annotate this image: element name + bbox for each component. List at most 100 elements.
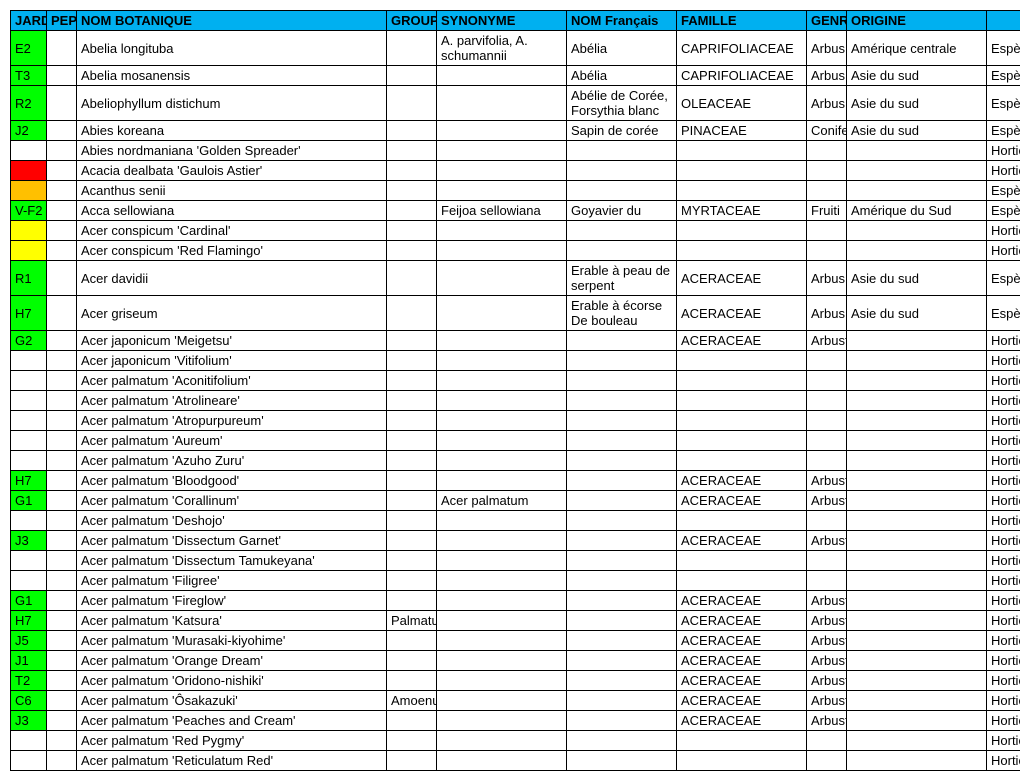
table-cell bbox=[807, 751, 847, 771]
table-cell bbox=[47, 331, 77, 351]
table-cell bbox=[47, 411, 77, 431]
table-cell: Espèce bbox=[987, 261, 1020, 296]
table-cell: Espèce bbox=[987, 121, 1020, 141]
table-cell bbox=[807, 451, 847, 471]
table-cell: Abeliophyllum distichum bbox=[77, 86, 387, 121]
table-cell bbox=[47, 511, 77, 531]
table-cell: OLEACEAE bbox=[677, 86, 807, 121]
table-cell: Horticole bbox=[987, 591, 1020, 611]
table-cell bbox=[11, 141, 47, 161]
table-cell bbox=[677, 391, 807, 411]
table-cell bbox=[437, 241, 567, 261]
table-cell: Horticole bbox=[987, 241, 1020, 261]
table-cell: Horticole bbox=[987, 371, 1020, 391]
table-cell bbox=[437, 551, 567, 571]
table-cell bbox=[567, 221, 677, 241]
table-row: C6Acer palmatum 'Ôsakazuki'Amoenum Group… bbox=[11, 691, 1020, 711]
table-cell bbox=[567, 471, 677, 491]
table-cell: Arbuste bbox=[807, 631, 847, 651]
table-cell bbox=[567, 241, 677, 261]
table-cell: Arbus bbox=[807, 261, 847, 296]
table-cell: Arbuste bbox=[807, 671, 847, 691]
table-cell: Acer palmatum 'Orange Dream' bbox=[77, 651, 387, 671]
table-cell bbox=[807, 731, 847, 751]
table-cell bbox=[11, 241, 47, 261]
table-cell bbox=[437, 141, 567, 161]
table-cell bbox=[847, 241, 987, 261]
table-cell bbox=[437, 531, 567, 551]
table-cell bbox=[387, 471, 437, 491]
table-cell: J1 bbox=[11, 651, 47, 671]
table-cell bbox=[677, 731, 807, 751]
table-cell: G1 bbox=[11, 491, 47, 511]
table-cell bbox=[437, 161, 567, 181]
table-cell bbox=[47, 221, 77, 241]
table-cell: G1 bbox=[11, 591, 47, 611]
table-cell bbox=[387, 296, 437, 331]
table-cell bbox=[387, 751, 437, 771]
table-cell bbox=[437, 451, 567, 471]
table-cell: Acer palmatum 'Corallinum' bbox=[77, 491, 387, 511]
table-cell bbox=[437, 181, 567, 201]
table-cell bbox=[11, 221, 47, 241]
table-cell: Horticole bbox=[987, 611, 1020, 631]
table-cell bbox=[47, 296, 77, 331]
table-row: Abies nordmaniana 'Golden Spreader' Horti… bbox=[11, 141, 1020, 161]
table-row: G2Acer japonicum 'Meigetsu'ACERACEAEArbu… bbox=[11, 331, 1020, 351]
table-cell bbox=[567, 451, 677, 471]
table-cell bbox=[677, 241, 807, 261]
table-cell bbox=[847, 491, 987, 511]
table-cell bbox=[47, 671, 77, 691]
table-cell bbox=[437, 571, 567, 591]
table-cell bbox=[387, 651, 437, 671]
table-cell: Arbuste bbox=[807, 691, 847, 711]
table-cell: ACERACEAE bbox=[677, 651, 807, 671]
table-cell bbox=[11, 511, 47, 531]
table-cell: ACERACEAE bbox=[677, 491, 807, 511]
table-cell bbox=[437, 651, 567, 671]
table-cell bbox=[567, 571, 677, 591]
table-cell: Horticole bbox=[987, 141, 1020, 161]
table-cell bbox=[807, 241, 847, 261]
table-cell bbox=[567, 751, 677, 771]
table-cell: Abies nordmaniana 'Golden Spreader' bbox=[77, 141, 387, 161]
table-cell bbox=[567, 551, 677, 571]
table-cell bbox=[847, 591, 987, 611]
table-cell bbox=[387, 571, 437, 591]
table-cell: Acer conspicum 'Cardinal' bbox=[77, 221, 387, 241]
table-cell bbox=[847, 331, 987, 351]
table-cell: T2 bbox=[11, 671, 47, 691]
col-fam: FAMILLE bbox=[677, 11, 807, 31]
table-cell: R2 bbox=[11, 86, 47, 121]
table-row: Acer palmatum 'Filigree'Horticole bbox=[11, 571, 1020, 591]
table-cell: Acer palmatum 'Filigree' bbox=[77, 571, 387, 591]
table-row: Acer palmatum 'Dissectum Tamukeyana'Hort… bbox=[11, 551, 1020, 571]
table-cell bbox=[567, 651, 677, 671]
table-row: J1Acer palmatum 'Orange Dream'ACERACEAEA… bbox=[11, 651, 1020, 671]
table-cell: C6 bbox=[11, 691, 47, 711]
table-cell: H7 bbox=[11, 471, 47, 491]
table-cell bbox=[847, 691, 987, 711]
table-cell: Abélie de Corée, Forsythia blanc bbox=[567, 86, 677, 121]
table-cell: Espèce bbox=[987, 181, 1020, 201]
table-row: Acanthus seniiEspèce bbox=[11, 181, 1020, 201]
table-cell: Goyavier du bbox=[567, 201, 677, 221]
table-cell bbox=[677, 351, 807, 371]
table-cell bbox=[807, 141, 847, 161]
col-type bbox=[987, 11, 1020, 31]
table-row: J5Acer palmatum 'Murasaki-kiyohime'ACERA… bbox=[11, 631, 1020, 651]
table-row: Acer palmatum 'Azuho Zuru'Horticole bbox=[11, 451, 1020, 471]
header-row: JARD PEP NOM BOTANIQUE GROUP SYNONYME NO… bbox=[11, 11, 1020, 31]
table-cell bbox=[11, 571, 47, 591]
table-cell bbox=[47, 141, 77, 161]
table-cell bbox=[47, 391, 77, 411]
table-cell bbox=[387, 431, 437, 451]
table-cell: Arbuste bbox=[807, 591, 847, 611]
table-cell: Horticole bbox=[987, 651, 1020, 671]
table-cell: Horticole bbox=[987, 471, 1020, 491]
table-cell bbox=[567, 411, 677, 431]
table-cell: Arbus bbox=[807, 66, 847, 86]
table-cell: Acer palmatum 'Atrolineare' bbox=[77, 391, 387, 411]
table-cell bbox=[387, 631, 437, 651]
table-cell: A. parvifolia, A. schumannii bbox=[437, 31, 567, 66]
